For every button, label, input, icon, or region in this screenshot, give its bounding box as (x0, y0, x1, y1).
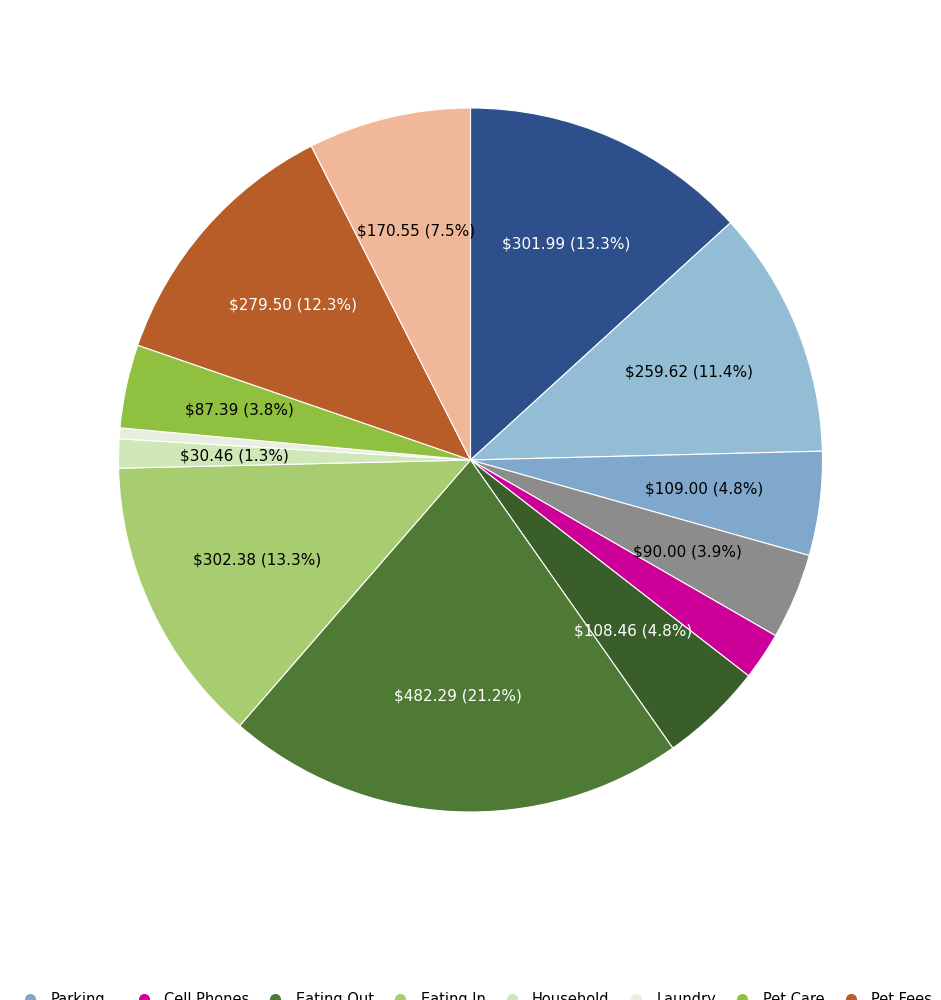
Wedge shape (119, 460, 470, 726)
Text: $302.38 (13.3%): $302.38 (13.3%) (193, 553, 321, 568)
Wedge shape (120, 345, 470, 460)
Text: $170.55 (7.5%): $170.55 (7.5%) (357, 223, 474, 238)
Wedge shape (470, 451, 822, 556)
Text: $87.39 (3.8%): $87.39 (3.8%) (185, 403, 295, 418)
Wedge shape (120, 428, 470, 460)
Text: $90.00 (3.9%): $90.00 (3.9%) (633, 544, 742, 559)
Wedge shape (470, 223, 822, 460)
Text: $108.46 (4.8%): $108.46 (4.8%) (574, 623, 693, 638)
Text: $30.46 (1.3%): $30.46 (1.3%) (181, 448, 289, 463)
Wedge shape (470, 460, 748, 748)
Text: $259.62 (11.4%): $259.62 (11.4%) (626, 364, 754, 379)
Wedge shape (470, 460, 775, 676)
Text: $301.99 (13.3%): $301.99 (13.3%) (502, 237, 630, 252)
Wedge shape (470, 108, 730, 460)
Wedge shape (311, 108, 470, 460)
Wedge shape (137, 146, 470, 460)
Wedge shape (470, 460, 809, 636)
Text: $482.29 (21.2%): $482.29 (21.2%) (394, 688, 522, 703)
Wedge shape (240, 460, 673, 812)
Legend: Gas, Car Maintenance, Parking, Activities, Cell Phones, Clothes, Eating Out, Eat: Gas, Car Maintenance, Parking, Activitie… (0, 992, 941, 1000)
Wedge shape (119, 439, 470, 468)
Text: $279.50 (12.3%): $279.50 (12.3%) (229, 298, 357, 313)
Text: $109.00 (4.8%): $109.00 (4.8%) (646, 482, 764, 497)
